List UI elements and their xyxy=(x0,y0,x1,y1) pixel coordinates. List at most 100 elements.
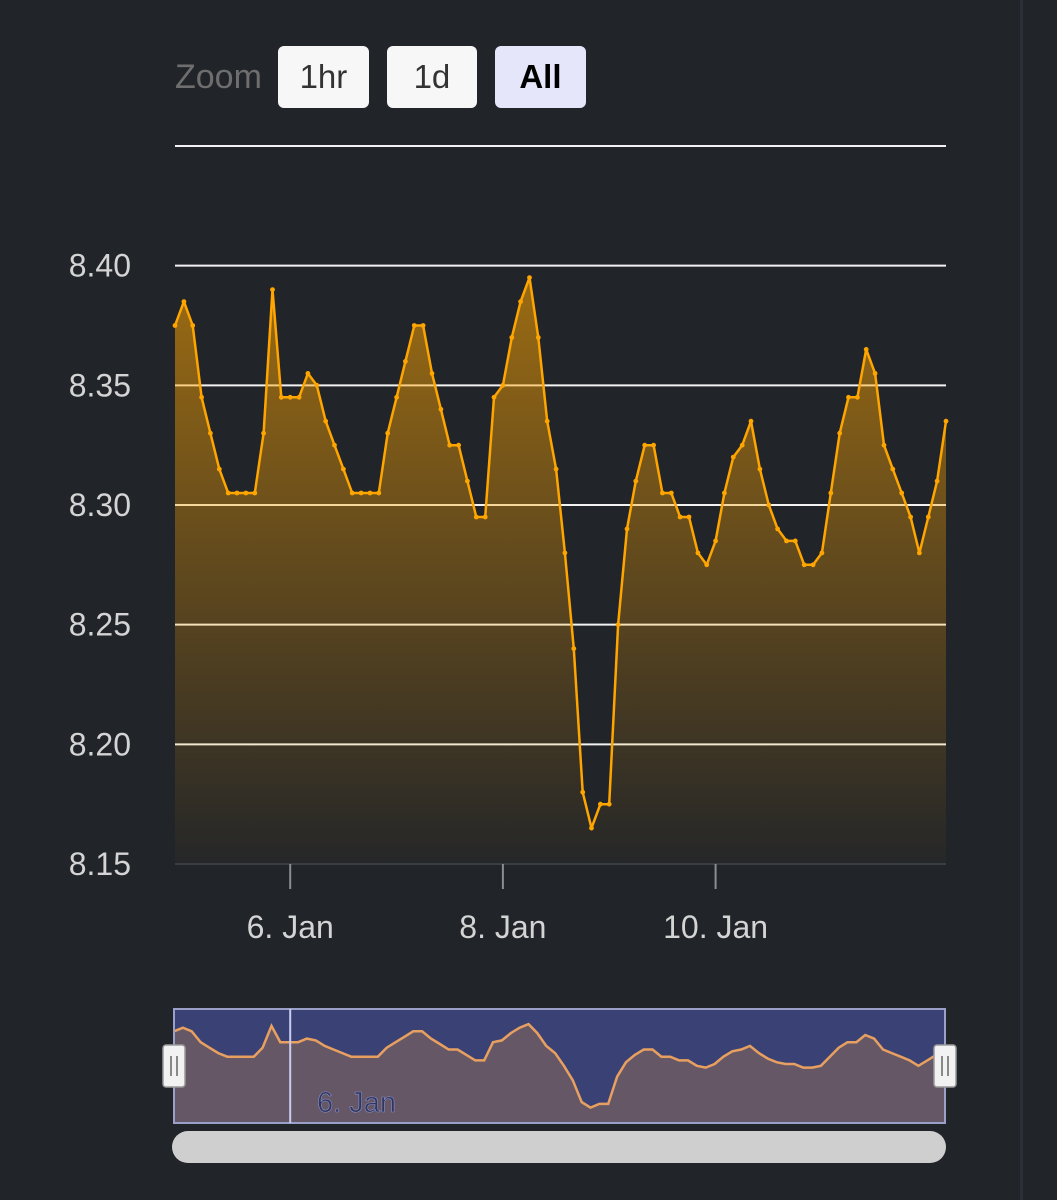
y-tick-label: 8.30 xyxy=(69,487,131,523)
zoom-label: Zoom xyxy=(175,57,262,96)
data-point xyxy=(376,490,382,496)
data-point xyxy=(660,490,665,496)
y-tick-label: 8.35 xyxy=(69,367,131,403)
series-area xyxy=(175,277,946,865)
data-point xyxy=(917,550,922,556)
data-point xyxy=(695,550,701,556)
zoom-1d-button[interactable]: 1d xyxy=(386,46,477,108)
data-point xyxy=(243,490,249,496)
y-tick-label: 8.20 xyxy=(69,726,131,762)
data-point xyxy=(819,550,825,556)
data-point xyxy=(208,430,213,436)
x-tick-label: 8. Jan xyxy=(459,909,546,945)
data-point xyxy=(784,538,789,544)
data-point xyxy=(615,622,621,628)
data-point xyxy=(305,371,311,376)
data-point xyxy=(403,359,408,364)
navigator-handle-right[interactable] xyxy=(933,1044,957,1088)
data-point xyxy=(491,394,497,400)
y-tick-label: 8.25 xyxy=(69,607,131,643)
data-point xyxy=(270,287,275,292)
data-point xyxy=(828,490,834,496)
data-point xyxy=(668,490,674,496)
data-point xyxy=(447,442,453,448)
y-tick-label: 8.40 xyxy=(69,248,131,284)
data-point xyxy=(908,514,913,520)
data-point xyxy=(677,514,683,520)
navigator-label: 6. Jan xyxy=(317,1087,396,1119)
zoom-1hr-button[interactable]: 1hr xyxy=(277,46,369,108)
data-point xyxy=(438,406,444,412)
data-point xyxy=(518,299,523,304)
y-axis-labels: 8.15 8.20 8.25 8.30 8.35 8.40 xyxy=(69,248,131,882)
data-point xyxy=(261,430,266,436)
data-point xyxy=(651,442,656,448)
y-tick-label: 8.15 xyxy=(69,846,131,882)
data-point xyxy=(589,825,594,831)
data-point xyxy=(411,323,417,328)
series-points xyxy=(172,275,949,831)
data-point xyxy=(385,430,391,436)
navigator-handle-left[interactable] xyxy=(162,1044,186,1088)
zoom-all-button[interactable]: All xyxy=(494,46,586,108)
data-point xyxy=(766,502,772,508)
data-point xyxy=(172,323,178,328)
data-point xyxy=(527,275,532,280)
data-point xyxy=(624,526,630,532)
data-point xyxy=(500,382,506,388)
navigator-series-line xyxy=(173,1022,946,1110)
x-tick-label: 10. Jan xyxy=(663,909,768,945)
data-point xyxy=(562,550,568,556)
data-point xyxy=(881,442,887,448)
data-point xyxy=(925,514,931,520)
data-point xyxy=(713,538,718,544)
data-point xyxy=(846,394,851,400)
data-point xyxy=(341,466,346,472)
data-point xyxy=(181,299,187,304)
series-line xyxy=(173,276,948,830)
data-point xyxy=(349,490,355,496)
main-chart: 8.15 8.20 8.25 8.30 8.35 8.40 6. Jan 8. Jan 10.… xyxy=(69,145,949,945)
data-point xyxy=(278,394,284,400)
data-point xyxy=(890,466,896,472)
data-point xyxy=(757,466,763,472)
range-selector: Zoom 1hr 1d All xyxy=(175,46,604,108)
data-point xyxy=(943,418,949,424)
data-point xyxy=(855,394,860,400)
data-point xyxy=(420,323,426,328)
data-point xyxy=(367,490,373,496)
data-point xyxy=(358,490,364,496)
data-point xyxy=(580,789,586,795)
data-point xyxy=(686,514,692,520)
data-point xyxy=(633,478,639,484)
data-point xyxy=(332,442,337,448)
data-point xyxy=(190,323,196,328)
data-point xyxy=(837,430,843,436)
data-point xyxy=(704,562,710,568)
data-point xyxy=(509,335,515,340)
data-point xyxy=(429,371,435,376)
area-fill xyxy=(175,277,946,865)
data-point xyxy=(296,394,302,400)
data-point xyxy=(606,801,612,807)
data-point xyxy=(598,801,603,807)
data-point xyxy=(801,562,807,568)
navigator-scrollbar[interactable] xyxy=(172,1131,946,1163)
data-point xyxy=(473,514,479,520)
data-point xyxy=(465,478,470,484)
data-point xyxy=(810,562,816,568)
panel-divider xyxy=(1020,0,1023,1200)
data-point xyxy=(287,394,293,400)
data-point xyxy=(535,335,541,340)
x-axis: 6. Jan 8. Jan 10. Jan xyxy=(175,863,946,945)
data-point xyxy=(252,490,258,496)
data-point xyxy=(225,490,231,496)
data-point xyxy=(775,526,780,532)
data-point xyxy=(314,382,320,388)
data-point xyxy=(722,490,727,496)
data-point xyxy=(872,371,878,376)
data-point xyxy=(216,466,222,472)
data-point xyxy=(642,442,648,448)
data-point xyxy=(553,466,559,472)
